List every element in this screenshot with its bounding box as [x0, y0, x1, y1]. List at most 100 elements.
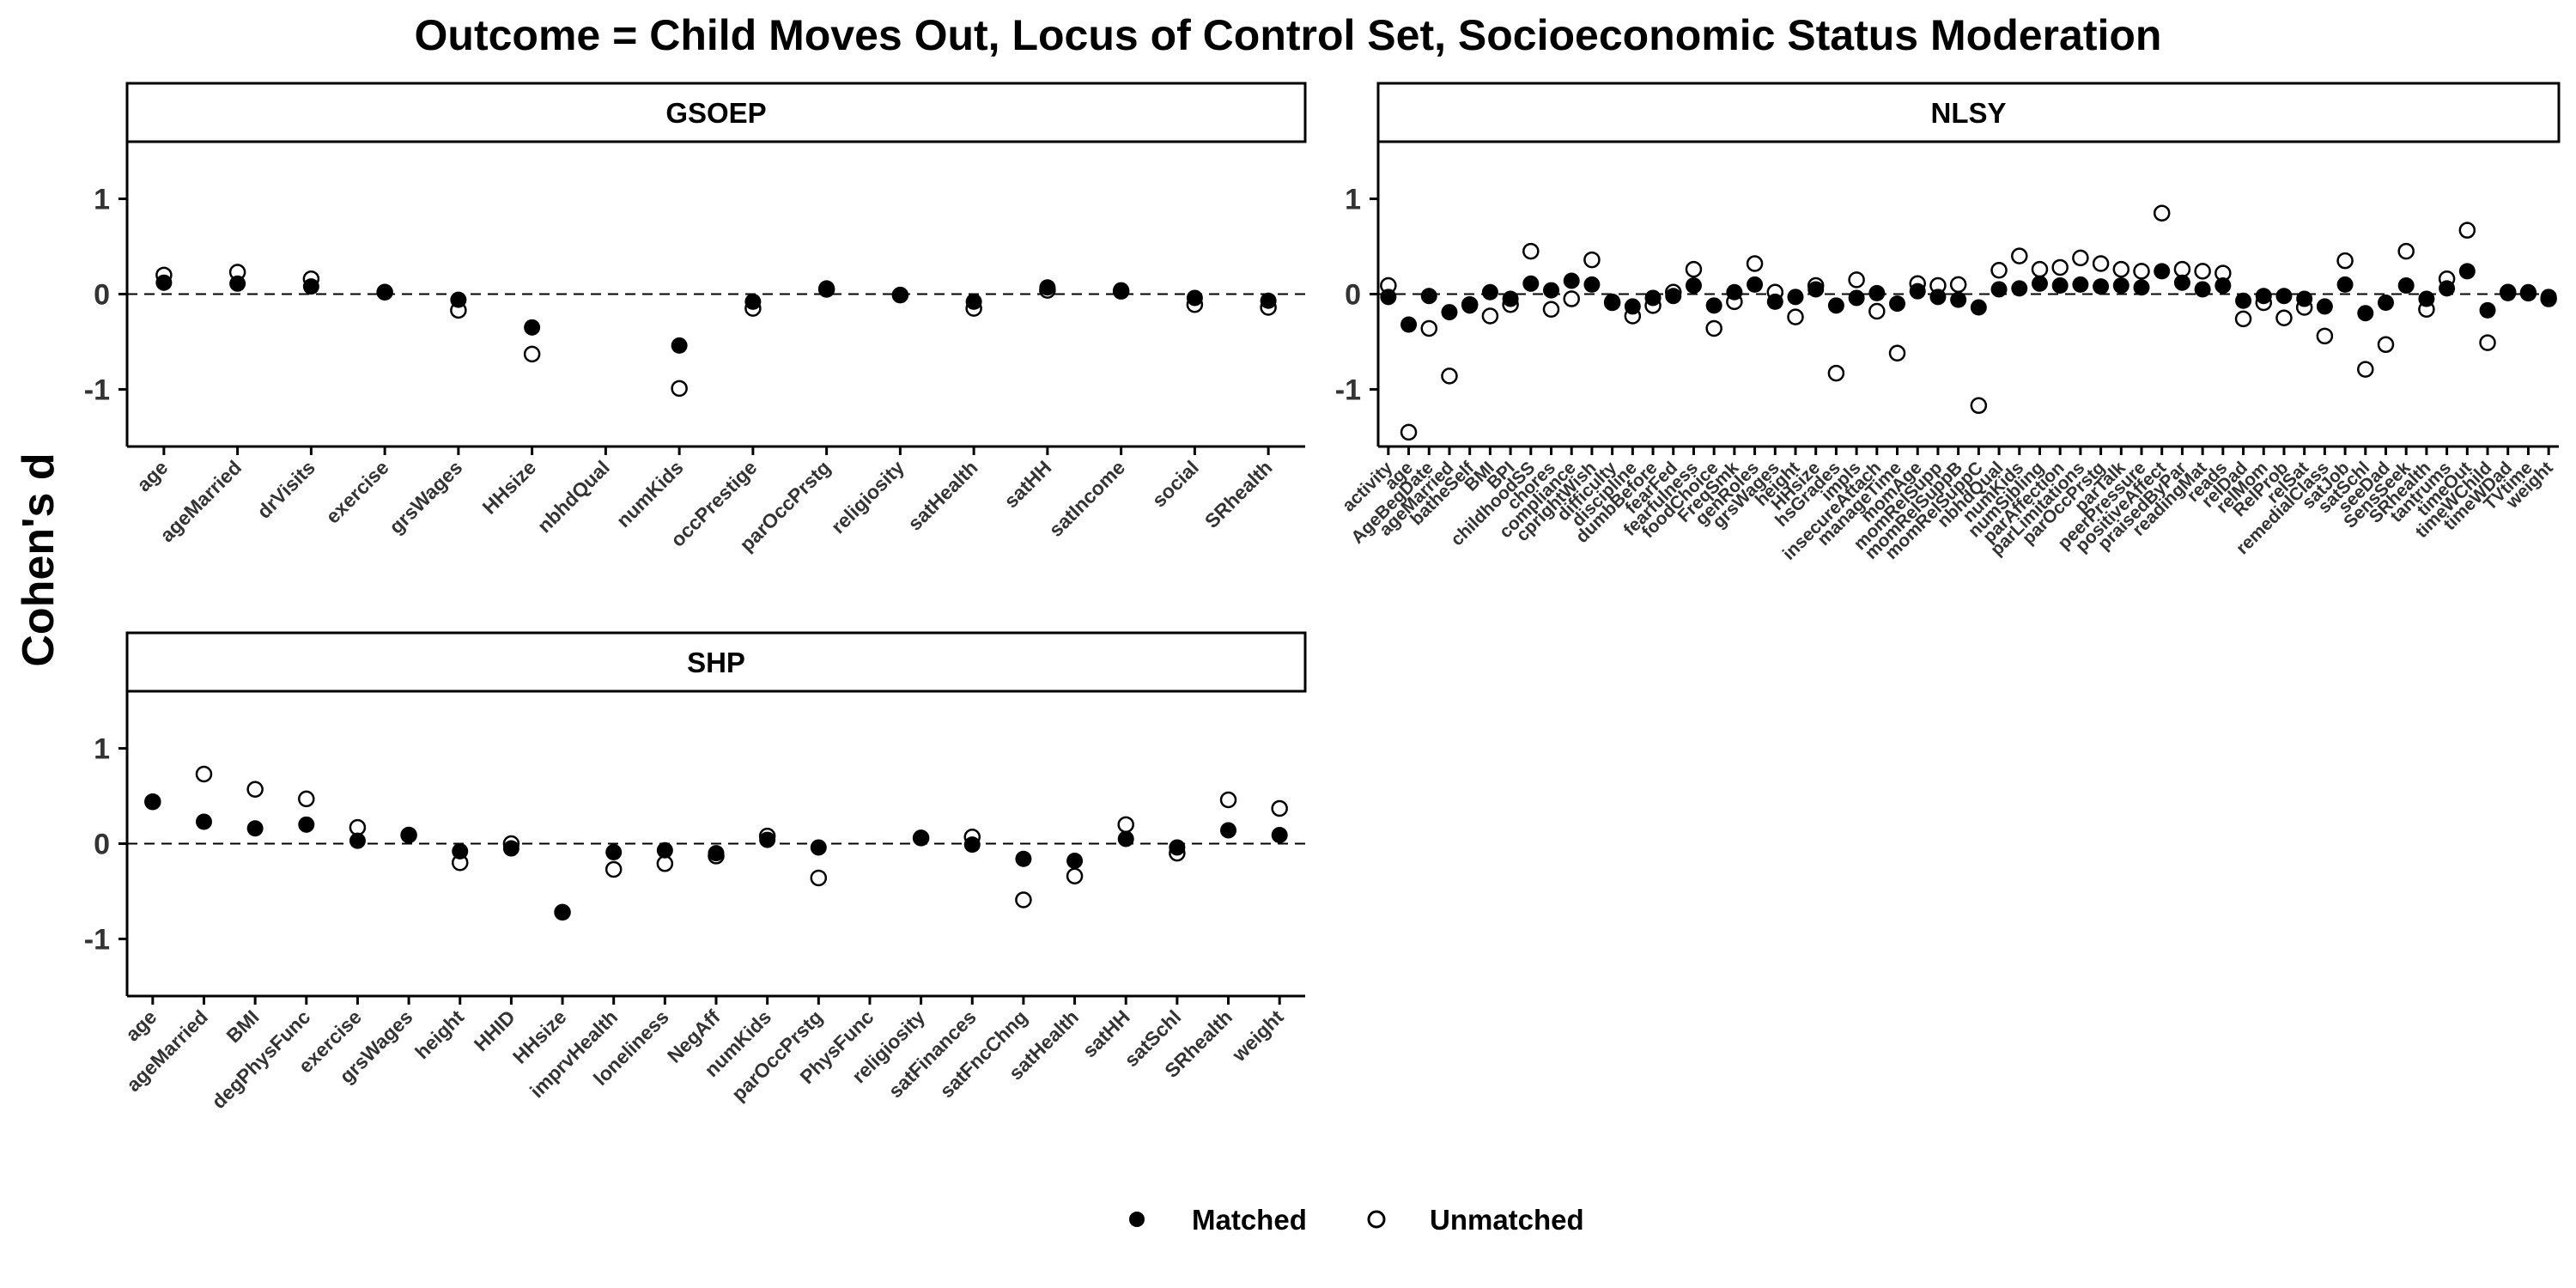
legend-unmatched-marker [1367, 1210, 1386, 1229]
point-unmatched [671, 380, 688, 398]
point-matched [1726, 283, 1743, 301]
point-matched [2011, 280, 2028, 297]
point-unmatched [349, 818, 367, 836]
point-unmatched [1868, 302, 1886, 320]
point-unmatched [2397, 242, 2415, 260]
point-unmatched [2092, 255, 2110, 272]
point-unmatched [605, 860, 623, 878]
point-unmatched [1705, 319, 1722, 337]
point-matched [155, 274, 173, 291]
point-matched [1787, 289, 1804, 306]
point-matched [1400, 316, 1418, 333]
point-matched [1220, 822, 1237, 839]
point-unmatched [1685, 260, 1703, 278]
point-matched [2316, 298, 2333, 315]
point-matched [891, 287, 908, 304]
point-unmatched [2011, 247, 2028, 264]
point-matched [554, 903, 571, 920]
point-unmatched [1990, 262, 2008, 279]
point-unmatched [2051, 258, 2069, 276]
chart-title: Outcome = Child Moves Out, Locus of Cont… [415, 11, 2162, 59]
point-unmatched [1970, 397, 1988, 415]
point-matched [2112, 277, 2129, 295]
point-unmatched [1583, 251, 1601, 269]
point-unmatched [195, 765, 213, 783]
y-tick-label: 1 [1345, 184, 1361, 216]
point-unmatched [1481, 307, 1499, 325]
point-unmatched [1827, 364, 1845, 382]
point-unmatched [2458, 222, 2476, 239]
point-matched [349, 832, 366, 849]
point-unmatched [2316, 327, 2334, 345]
point-matched [1117, 830, 1134, 848]
point-matched [1502, 290, 1519, 307]
legend-matched-label: Matched [1192, 1204, 1307, 1236]
point-matched [708, 845, 725, 862]
point-matched [1827, 297, 1844, 314]
legend-unmatched-label: Unmatched [1430, 1204, 1584, 1236]
panel-strip-label: SHP [687, 647, 745, 678]
point-matched [656, 841, 673, 859]
point-matched [302, 278, 319, 295]
point-matched [1563, 272, 1580, 289]
point-matched [1848, 289, 1865, 307]
point-unmatched [2479, 334, 2496, 351]
point-matched [1604, 293, 1621, 310]
point-matched [744, 293, 762, 310]
point-matched [400, 827, 417, 844]
y-tick-label: 1 [94, 184, 110, 216]
point-unmatched [1746, 255, 1764, 272]
point-matched [1481, 283, 1498, 301]
point-matched [1260, 292, 1277, 309]
point-matched [2275, 288, 2293, 305]
point-matched [502, 840, 519, 857]
panel-strip [125, 631, 1307, 693]
point-unmatched [2133, 263, 2150, 280]
point-unmatched [2377, 336, 2395, 354]
point-matched [2336, 276, 2354, 293]
point-unmatched [2234, 310, 2252, 328]
point-matched [2133, 279, 2150, 296]
panel-strip-label: NLSY [1930, 97, 2006, 129]
point-unmatched [1117, 816, 1134, 834]
point-matched [298, 816, 315, 833]
point-matched [195, 813, 212, 830]
point-matched [1868, 284, 1886, 301]
point-matched [2031, 275, 2048, 292]
point-matched [2397, 277, 2415, 295]
point-unmatched [810, 869, 828, 887]
point-matched [524, 319, 541, 336]
point-matched [2154, 263, 2171, 280]
point-unmatched [2357, 361, 2374, 378]
point-unmatched [1219, 791, 1237, 809]
point-matched [1271, 827, 1288, 844]
point-matched [605, 843, 623, 860]
point-unmatched [1888, 344, 1906, 362]
point-matched [1929, 289, 1947, 306]
point-matched [1909, 283, 1926, 300]
point-matched [2235, 292, 2252, 309]
point-matched [2418, 290, 2435, 307]
point-matched [1624, 298, 1641, 315]
point-matched [2439, 280, 2456, 297]
point-matched [2500, 284, 2517, 301]
point-unmatched [1563, 290, 1580, 307]
point-unmatched [1420, 319, 1438, 337]
y-tick-label: 0 [94, 279, 110, 312]
point-unmatched [2153, 204, 2171, 222]
legend: Matched Unmatched [1129, 1204, 1584, 1236]
point-unmatched [2112, 260, 2130, 278]
point-matched [1950, 291, 1967, 308]
point-unmatched [1441, 368, 1458, 385]
point-matched [1705, 297, 1722, 314]
point-matched [1747, 276, 1764, 293]
point-matched [2458, 263, 2476, 280]
point-unmatched [1787, 308, 1804, 325]
point-matched [759, 831, 776, 848]
point-matched [1543, 282, 1560, 299]
point-unmatched [1522, 242, 1540, 260]
point-matched [1583, 276, 1601, 293]
point-matched [2296, 290, 2313, 307]
point-matched [1039, 279, 1056, 296]
point-matched [818, 280, 835, 297]
